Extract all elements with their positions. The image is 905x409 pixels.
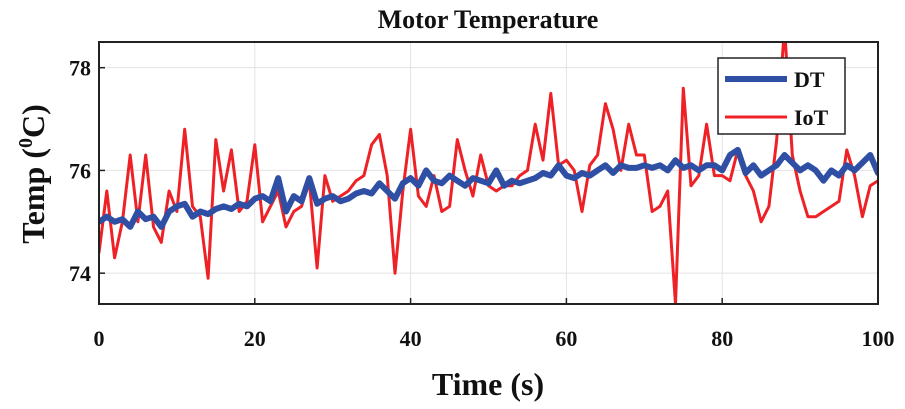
tick-labels: 0 20 40 60 80 100 74 76 78 (69, 56, 895, 351)
x-tick-label: 80 (711, 326, 733, 351)
x-tick-label: 20 (244, 326, 266, 351)
x-tick-label: 60 (555, 326, 577, 351)
series-lines (99, 42, 878, 304)
x-tick-label: 100 (862, 326, 895, 351)
legend-box (717, 57, 846, 135)
y-tick-label: 76 (69, 158, 91, 183)
legend: DT IoT (717, 57, 846, 135)
legend-label-dt: DT (794, 67, 825, 92)
y-axis-label-superscript: 0 (15, 138, 37, 148)
x-axis-label: Time (s) (432, 366, 544, 402)
y-axis-label-main: Temp ( (15, 148, 51, 244)
series-line-dt (99, 146, 878, 230)
x-tick-label: 40 (400, 326, 422, 351)
x-tick-label: 0 (94, 326, 105, 351)
plot-frame (98, 41, 879, 305)
chart-title: Motor Temperature (378, 5, 599, 34)
legend-label-iot: IoT (794, 105, 829, 130)
y-axis-label: Temp (0C) (15, 104, 51, 243)
y-axis-label-tail: C) (15, 104, 51, 138)
y-tick-label: 74 (69, 261, 91, 286)
y-tick-label: 78 (69, 56, 91, 81)
